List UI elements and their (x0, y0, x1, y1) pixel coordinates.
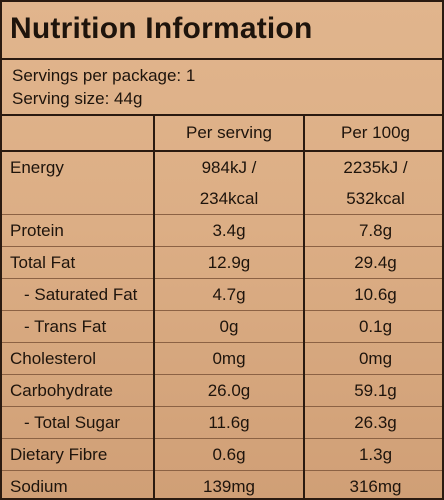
serving-size: Serving size: 44g (12, 89, 143, 108)
table-header-row: Per serving Per 100g (2, 116, 442, 152)
value-per-100g: 532kcal (303, 183, 442, 215)
label-title: Nutrition Information (2, 2, 442, 60)
value-per-serving: 0mg (153, 342, 304, 375)
nutrient-name: - Total Sugar (2, 406, 154, 439)
nutrient-name: Total Fat (2, 246, 154, 279)
table-row-total-sugar: - Total Sugar 11.6g 26.3g (2, 406, 442, 439)
value-per-100g: 7.8g (303, 214, 442, 247)
nutrient-name: Energy (10, 157, 64, 177)
nutrient-name: Protein (2, 214, 154, 247)
nutrient-name: Cholesterol (2, 342, 154, 375)
value-per-100g: 29.4g (303, 246, 442, 279)
value-per-serving: 139mg (153, 470, 304, 498)
value-per-100g: 59.1g (303, 374, 442, 407)
header-per-100g: Per 100g (303, 116, 442, 152)
nutrient-name (2, 183, 154, 215)
header-nutrient (2, 116, 154, 152)
table-row-protein: Protein 3.4g 7.8g (2, 214, 442, 247)
header-per-serving: Per serving (153, 116, 304, 152)
value-per-serving: 0.6g (153, 438, 304, 471)
value-per-serving: 12.9g (153, 246, 304, 279)
nutrient-name: Dietary Fibre (2, 438, 154, 471)
table-row-sodium: Sodium 139mg 316mg (2, 470, 442, 498)
table-row-total-fat: Total Fat 12.9g 29.4g (2, 246, 442, 279)
value-per-serving: 984kJ / (153, 151, 304, 183)
table-row-trans-fat: - Trans Fat 0g 0.1g (2, 310, 442, 343)
table-row-saturated-fat: - Saturated Fat 4.7g 10.6g (2, 278, 442, 311)
nutrient-name: Carbohydrate (2, 374, 154, 407)
value-per-serving: 4.7g (153, 278, 304, 311)
value-per-serving: 3.4g (153, 214, 304, 247)
table-row-cholesterol: Cholesterol 0mg 0mg (2, 342, 442, 375)
value-per-serving: 11.6g (153, 406, 304, 439)
value-per-serving: 26.0g (153, 374, 304, 407)
value-per-100g: 0mg (303, 342, 442, 375)
value-per-100g: 26.3g (303, 406, 442, 439)
table-row-dietary-fibre: Dietary Fibre 0.6g 1.3g (2, 438, 442, 471)
table-row-carbohydrate: Carbohydrate 26.0g 59.1g (2, 374, 442, 407)
value-per-100g: 1.3g (303, 438, 442, 471)
value-per-serving: 0g (153, 310, 304, 343)
value-per-serving: 234kcal (153, 183, 304, 215)
table-row-energy-kcal: 234kcal 532kcal (2, 183, 442, 215)
table-row-energy-kj: Energy 984kJ / 2235kJ / (2, 151, 442, 183)
value-per-100g: 2235kJ / (303, 151, 442, 183)
nutrient-name: - Trans Fat (2, 310, 154, 343)
nutrient-name: - Saturated Fat (2, 278, 154, 311)
serving-info: Servings per package: 1 Serving size: 44… (2, 60, 442, 116)
nutrient-name: Sodium (10, 476, 68, 496)
servings-per-package: Servings per package: 1 (12, 66, 196, 85)
value-per-100g: 316mg (303, 470, 442, 498)
value-per-100g: 0.1g (303, 310, 442, 343)
nutrition-table: Per serving Per 100g Energy 984kJ / 2235… (2, 116, 442, 498)
value-per-100g: 10.6g (303, 278, 442, 311)
